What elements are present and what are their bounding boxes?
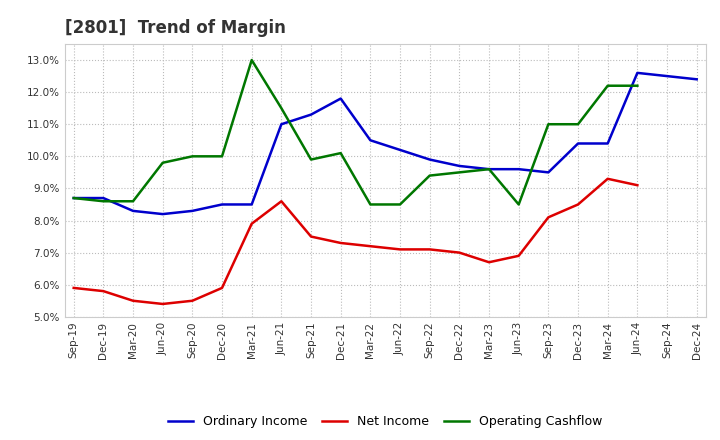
Ordinary Income	[396, 147, 405, 153]
Ordinary Income	[603, 141, 612, 146]
Ordinary Income	[99, 195, 108, 201]
Ordinary Income	[188, 208, 197, 213]
Net Income	[69, 285, 78, 290]
Operating Cashflow	[574, 121, 582, 127]
Net Income	[99, 289, 108, 294]
Ordinary Income	[277, 121, 286, 127]
Ordinary Income	[307, 112, 315, 117]
Ordinary Income	[366, 138, 374, 143]
Net Income	[633, 183, 642, 188]
Operating Cashflow	[277, 106, 286, 111]
Net Income	[396, 247, 405, 252]
Net Income	[455, 250, 464, 255]
Operating Cashflow	[633, 83, 642, 88]
Operating Cashflow	[188, 154, 197, 159]
Net Income	[336, 240, 345, 246]
Net Income	[158, 301, 167, 307]
Ordinary Income	[248, 202, 256, 207]
Operating Cashflow	[455, 170, 464, 175]
Operating Cashflow	[217, 154, 226, 159]
Operating Cashflow	[366, 202, 374, 207]
Ordinary Income	[455, 163, 464, 169]
Operating Cashflow	[336, 150, 345, 156]
Ordinary Income	[217, 202, 226, 207]
Line: Ordinary Income: Ordinary Income	[73, 73, 697, 214]
Ordinary Income	[336, 96, 345, 101]
Ordinary Income	[426, 157, 434, 162]
Operating Cashflow	[514, 202, 523, 207]
Line: Operating Cashflow: Operating Cashflow	[73, 60, 637, 205]
Operating Cashflow	[129, 198, 138, 204]
Net Income	[277, 198, 286, 204]
Net Income	[366, 244, 374, 249]
Ordinary Income	[158, 212, 167, 217]
Net Income	[485, 260, 493, 265]
Operating Cashflow	[603, 83, 612, 88]
Ordinary Income	[514, 166, 523, 172]
Net Income	[188, 298, 197, 304]
Ordinary Income	[129, 208, 138, 213]
Net Income	[544, 215, 553, 220]
Ordinary Income	[544, 170, 553, 175]
Net Income	[217, 285, 226, 290]
Operating Cashflow	[69, 195, 78, 201]
Ordinary Income	[485, 166, 493, 172]
Operating Cashflow	[544, 121, 553, 127]
Operating Cashflow	[485, 166, 493, 172]
Net Income	[426, 247, 434, 252]
Text: [2801]  Trend of Margin: [2801] Trend of Margin	[65, 19, 286, 37]
Ordinary Income	[69, 195, 78, 201]
Net Income	[129, 298, 138, 304]
Ordinary Income	[633, 70, 642, 76]
Operating Cashflow	[307, 157, 315, 162]
Net Income	[248, 221, 256, 226]
Ordinary Income	[662, 73, 671, 79]
Net Income	[603, 176, 612, 181]
Ordinary Income	[693, 77, 701, 82]
Legend: Ordinary Income, Net Income, Operating Cashflow: Ordinary Income, Net Income, Operating C…	[163, 411, 608, 433]
Operating Cashflow	[248, 57, 256, 62]
Ordinary Income	[574, 141, 582, 146]
Operating Cashflow	[158, 160, 167, 165]
Net Income	[307, 234, 315, 239]
Operating Cashflow	[396, 202, 405, 207]
Net Income	[574, 202, 582, 207]
Operating Cashflow	[99, 198, 108, 204]
Operating Cashflow	[426, 173, 434, 178]
Line: Net Income: Net Income	[73, 179, 637, 304]
Net Income	[514, 253, 523, 258]
